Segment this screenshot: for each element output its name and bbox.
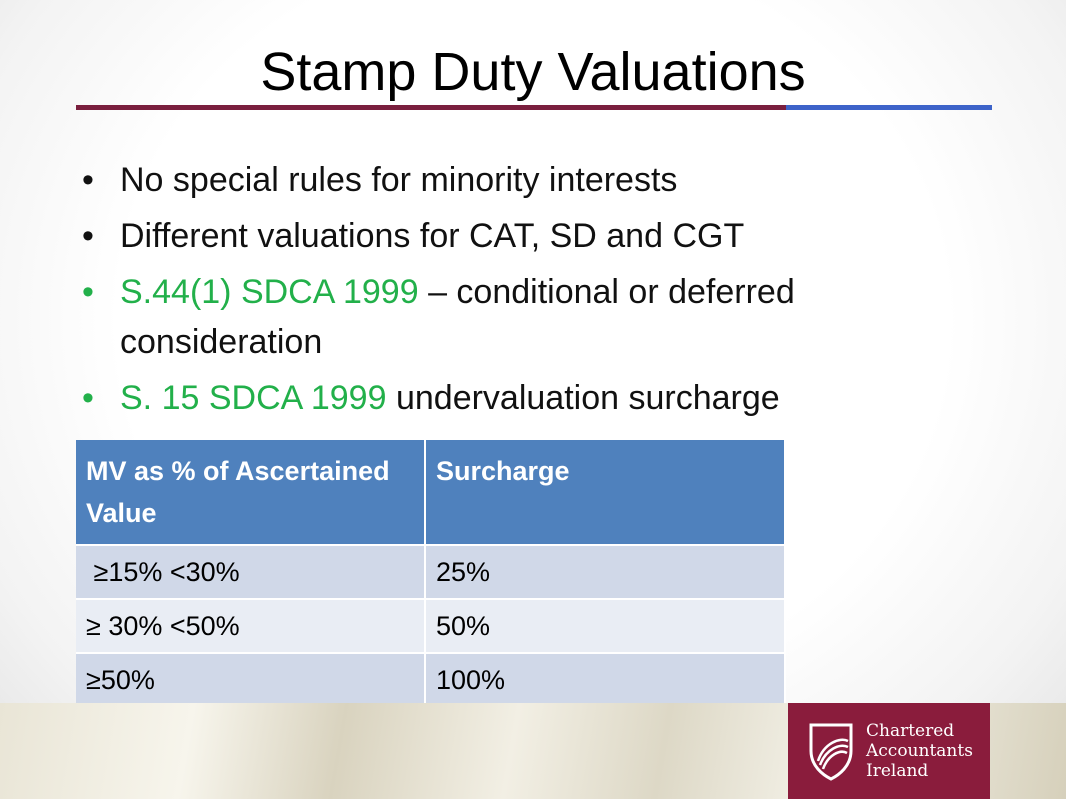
bullet-dot: • [82,217,94,255]
table-cell: ≥15% <30% [76,544,426,599]
surcharge-table: MV as % of Ascertained Value Surcharge ≥… [76,440,786,706]
header-surcharge: Surcharge [425,440,786,545]
bullet-text: No special rules for minority interests [120,161,678,199]
bullet-item: • S. 15 SDCA 1999 undervaluation surchar… [82,373,1002,423]
bullet-dot: • [82,273,94,311]
bullet-text: undervaluation surcharge [386,379,780,417]
logo-text: Chartered Accountants Ireland [866,721,973,781]
table-cell: ≥50% [76,652,426,706]
logo-line: Ireland [866,761,929,781]
bullet-item: • S.44(1) SDCA 1999 – conditional or def… [82,267,1002,367]
table-header-row: MV as % of Ascertained Value Surcharge [76,440,786,545]
bullet-text: – conditional or deferred consideration [120,273,795,361]
bullet-dot: • [82,379,94,417]
title-rule-maroon [76,105,786,110]
swirl-shield-icon [809,723,853,781]
chartered-accountants-logo: Chartered Accountants Ireland [788,703,990,799]
bullet-text: Different valuations for CAT, SD and CGT [120,217,745,255]
title-rule-blue [786,105,992,110]
table-row: ≥50% 100% [76,652,786,706]
table-cell: ≥ 30% <50% [76,598,426,653]
bullet-list: • No special rules for minority interest… [82,155,1002,429]
bullet-highlight: S.44(1) SDCA 1999 [120,273,419,311]
bullet-item: • Different valuations for CAT, SD and C… [82,211,1002,261]
header-mv: MV as % of Ascertained Value [76,440,426,545]
bullet-highlight: S. 15 SDCA 1999 [120,379,387,417]
table-cell: 50% [425,598,786,653]
table-row: ≥ 30% <50% 50% [76,598,786,653]
table-row: ≥15% <30% 25% [76,544,786,599]
logo-line: Chartered [866,721,955,741]
table-cell: 100% [425,652,786,706]
logo-line: Accountants [866,741,973,761]
page-title: Stamp Duty Valuations [260,42,806,102]
bullet-dot: • [82,161,94,199]
table-cell: 25% [425,544,786,599]
bullet-item: • No special rules for minority interest… [82,155,1002,205]
